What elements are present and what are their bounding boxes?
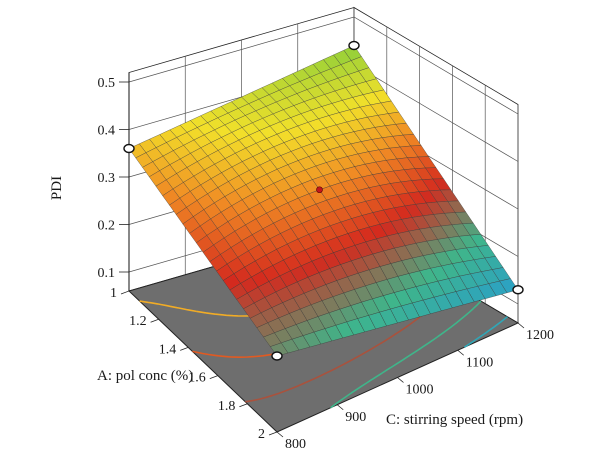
x-tick-mark [150, 318, 159, 323]
y-tick-label: 900 [345, 410, 366, 425]
x-tick-label: 1.6 [188, 371, 206, 386]
y-tick-mark [276, 431, 284, 438]
x-tick-mark [209, 375, 218, 379]
z-tick-label: 0.5 [98, 76, 116, 91]
x-tick-mark [120, 290, 130, 295]
design-point-marker [512, 285, 524, 295]
y-tick-mark [457, 349, 465, 356]
y-tick-mark [517, 322, 525, 329]
y-tick-label: 1200 [526, 328, 554, 343]
x-axis-label: A: pol conc (%) [97, 368, 193, 384]
x-tick-label: 1.4 [159, 342, 177, 357]
z-tick-label: 0.1 [98, 266, 116, 281]
y-tick-mark [336, 404, 344, 411]
z-axis-label: PDI [49, 176, 65, 200]
design-point-marker [271, 351, 283, 361]
x-tick-mark [268, 431, 278, 436]
z-tick-label: 0.3 [98, 171, 116, 186]
design-point-marker [348, 40, 360, 51]
center-point-marker [316, 186, 323, 194]
z-tick-label: 0.4 [98, 124, 116, 139]
z-tick-label: 0.2 [98, 219, 116, 234]
x-tick-labels: 1 1.2 1.4 1.6 1.8 2 [110, 286, 278, 442]
design-point-marker [123, 143, 135, 154]
y-tick-label: 1100 [466, 355, 493, 370]
response-surface [128, 45, 519, 357]
x-tick-mark [239, 403, 248, 408]
y-tick-label: 1000 [406, 383, 434, 398]
x-tick-label: 1.8 [218, 399, 236, 414]
x-tick-mark [180, 347, 189, 351]
y-axis-label: C: stirring speed (rpm) [386, 412, 523, 428]
y-tick-mark [397, 377, 404, 383]
x-tick-label: 1 [110, 286, 117, 301]
x-tick-label: 1.2 [129, 314, 147, 329]
z-tick-labels: 0.1 0.2 0.3 0.4 0.5 [98, 76, 129, 281]
contour-line [463, 316, 508, 348]
design-points [123, 40, 524, 361]
contour-line [330, 300, 482, 409]
x-tick-label: 2 [258, 427, 265, 442]
y-tick-label: 800 [285, 437, 306, 452]
y-tick-labels: 800 900 1000 1100 1200 [276, 322, 554, 452]
